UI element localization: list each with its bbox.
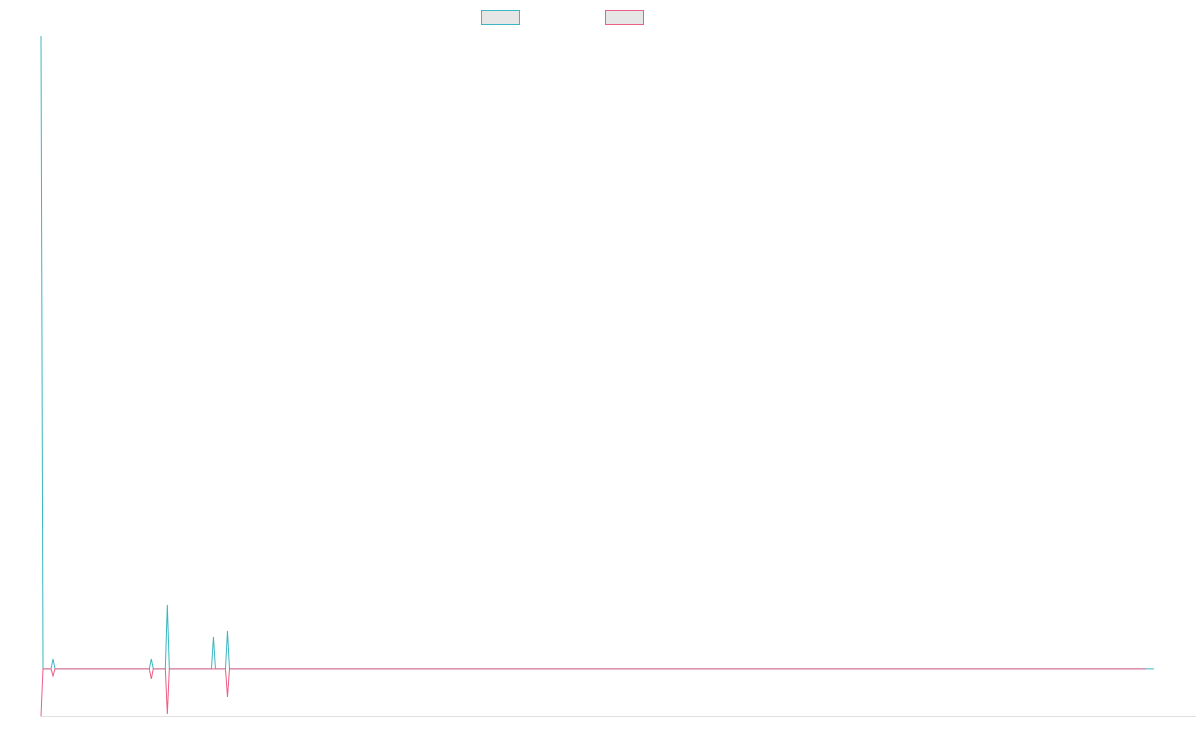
- series-line-1: [40, 35, 1154, 670]
- legend-swatch-series-1[interactable]: [481, 10, 520, 25]
- series-layer: [40, 35, 1154, 717]
- legend-swatch-series-2[interactable]: [605, 10, 644, 25]
- series-line-2: [40, 668, 1146, 717]
